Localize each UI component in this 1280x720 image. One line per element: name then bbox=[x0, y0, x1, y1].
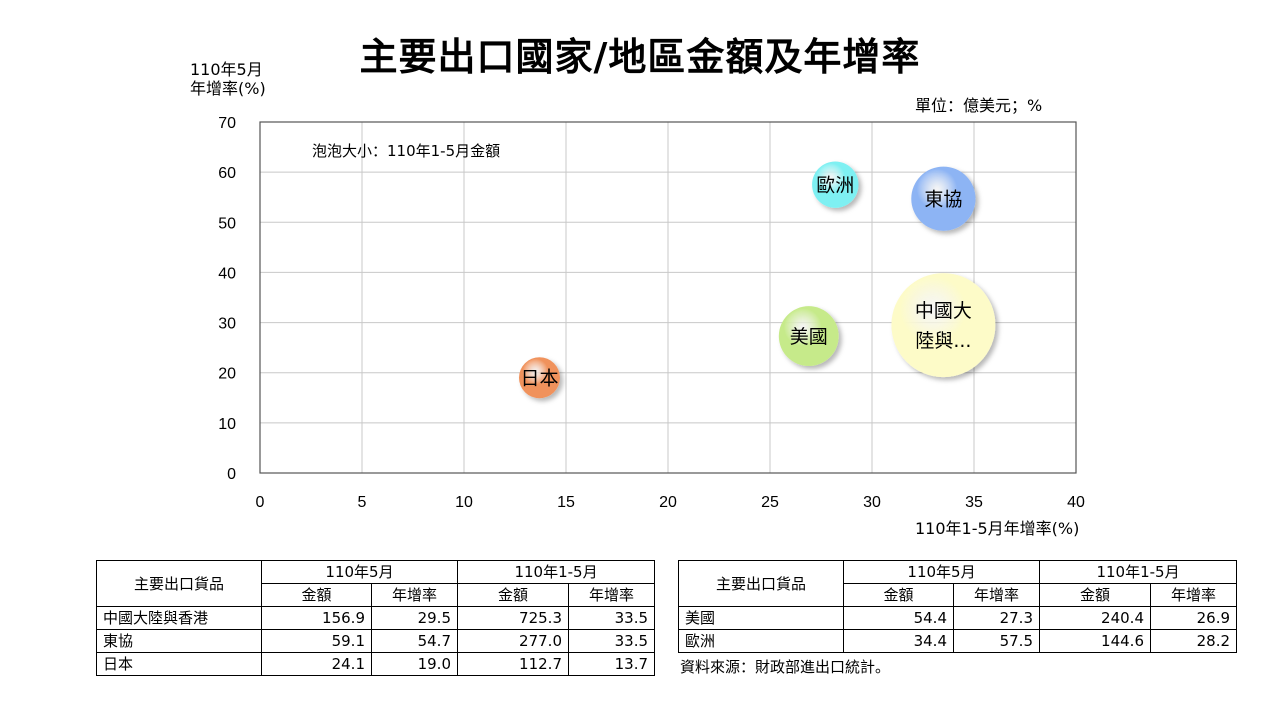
header-goods: 主要出口貨品 bbox=[96, 560, 262, 607]
header-amount: 金額 bbox=[843, 583, 954, 607]
row-name: 美國 bbox=[678, 606, 844, 630]
bubble bbox=[518, 357, 560, 399]
ytd-growth: 33.5 bbox=[567, 629, 656, 653]
y-axis-label: 110年5月 年增率(%) bbox=[190, 60, 266, 98]
header-period-ytd: 110年1-5月 bbox=[1038, 560, 1238, 584]
y-tick-label: 40 bbox=[218, 265, 236, 282]
bubble-label: 歐洲 bbox=[816, 175, 854, 197]
bubble bbox=[911, 166, 976, 231]
bubble-label: 日本 bbox=[520, 368, 558, 390]
header-growth: 年增率 bbox=[371, 583, 458, 607]
may-growth: 57.5 bbox=[953, 629, 1040, 653]
ytd-amount: 240.4 bbox=[1039, 606, 1151, 630]
may-amount: 24.1 bbox=[261, 652, 372, 676]
right-export-table: 主要出口貨品 110年5月 110年1-5月 金額 年增率 金額 年增率 美國 … bbox=[678, 560, 1238, 653]
bubble bbox=[891, 273, 996, 378]
row-name: 歐洲 bbox=[678, 629, 844, 653]
y-axis-label-line2: 年增率(%) bbox=[190, 79, 266, 98]
header-period-ytd: 110年1-5月 bbox=[456, 560, 656, 584]
header-growth: 年增率 bbox=[953, 583, 1040, 607]
x-tick-label: 25 bbox=[761, 494, 779, 511]
may-amount: 156.9 bbox=[261, 606, 372, 630]
x-tick-label: 15 bbox=[557, 494, 575, 511]
table-row: 中國大陸與香港 156.9 29.5 725.3 33.5 bbox=[96, 606, 656, 630]
left-export-table: 主要出口貨品 110年5月 110年1-5月 金額 年增率 金額 年增率 中國大… bbox=[96, 560, 656, 676]
header-amount: 金額 bbox=[457, 583, 569, 607]
chart-title: 主要出口國家/地區金額及年增率 bbox=[359, 35, 921, 79]
bubble bbox=[812, 161, 859, 208]
plot-area-frame bbox=[259, 121, 1077, 474]
may-growth: 27.3 bbox=[953, 606, 1040, 630]
ytd-growth: 28.2 bbox=[1149, 629, 1238, 653]
row-name: 中國大陸與香港 bbox=[96, 606, 262, 630]
x-tick-label: 30 bbox=[863, 494, 881, 511]
data-source: 資料來源：財政部進出口統計。 bbox=[680, 658, 891, 676]
row-name: 東協 bbox=[96, 629, 262, 653]
bubble-label: 陸與... bbox=[915, 330, 971, 352]
ytd-growth: 26.9 bbox=[1149, 606, 1238, 630]
y-axis-label-line1: 110年5月 bbox=[190, 60, 263, 79]
may-growth: 54.7 bbox=[371, 629, 458, 653]
table-row: 日本 24.1 19.0 112.7 13.7 bbox=[96, 652, 656, 676]
ytd-amount: 144.6 bbox=[1039, 629, 1151, 653]
y-tick-label: 0 bbox=[227, 466, 236, 483]
ytd-growth: 13.7 bbox=[567, 652, 656, 676]
y-tick-label: 10 bbox=[218, 416, 236, 433]
ytd-amount: 112.7 bbox=[457, 652, 569, 676]
x-tick-label: 20 bbox=[659, 494, 677, 511]
header-goods: 主要出口貨品 bbox=[678, 560, 844, 607]
x-tick-label: 35 bbox=[965, 494, 983, 511]
bubble-label: 東協 bbox=[924, 189, 962, 211]
bubble-size-note: 泡泡大小：110年1-5月金額 bbox=[312, 142, 500, 160]
table-row: 美國 54.4 27.3 240.4 26.9 bbox=[678, 606, 1238, 630]
ytd-amount: 277.0 bbox=[457, 629, 569, 653]
may-amount: 59.1 bbox=[261, 629, 372, 653]
table-row: 歐洲 34.4 57.5 144.6 28.2 bbox=[678, 629, 1238, 653]
x-axis-label: 110年1-5月年增率(%) bbox=[915, 519, 1080, 538]
header-amount: 金額 bbox=[1039, 583, 1151, 607]
header-growth: 年增率 bbox=[1149, 583, 1238, 607]
bubble-label: 美國 bbox=[790, 326, 828, 348]
header-period-may: 110年5月 bbox=[843, 560, 1040, 584]
may-amount: 34.4 bbox=[843, 629, 954, 653]
ytd-growth: 33.5 bbox=[567, 606, 656, 630]
ytd-amount: 725.3 bbox=[457, 606, 569, 630]
may-amount: 54.4 bbox=[843, 606, 954, 630]
unit-label: 單位：億美元；% bbox=[915, 96, 1043, 115]
x-tick-label: 5 bbox=[358, 494, 367, 511]
header-amount: 金額 bbox=[261, 583, 372, 607]
y-tick-label: 60 bbox=[218, 165, 236, 182]
y-tick-label: 50 bbox=[218, 215, 236, 232]
header-period-may: 110年5月 bbox=[261, 560, 458, 584]
row-name: 日本 bbox=[96, 652, 262, 676]
x-tick-label: 40 bbox=[1067, 494, 1085, 511]
x-tick-label: 10 bbox=[455, 494, 473, 511]
may-growth: 19.0 bbox=[371, 652, 458, 676]
y-tick-label: 20 bbox=[218, 366, 236, 383]
y-tick-label: 30 bbox=[218, 316, 236, 333]
x-tick-label: 0 bbox=[256, 494, 265, 511]
header-growth: 年增率 bbox=[567, 583, 656, 607]
bubble bbox=[778, 306, 839, 367]
table-row: 東協 59.1 54.7 277.0 33.5 bbox=[96, 629, 656, 653]
y-tick-label: 70 bbox=[218, 115, 236, 132]
bubble-chart: 0 5 10 15 20 25 30 35 40 0 10 20 30 40 50 60 70 泡泡大小：110… bbox=[218, 115, 1085, 511]
may-growth: 29.5 bbox=[371, 606, 458, 630]
bubble-label: 中國大 bbox=[915, 300, 972, 322]
